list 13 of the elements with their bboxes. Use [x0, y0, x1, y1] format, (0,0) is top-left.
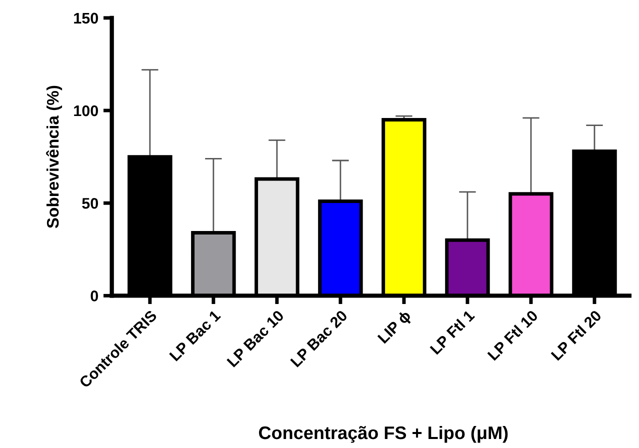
x-tick-label: LP Bac 1: [169, 310, 222, 362]
y-tick-label: 0: [90, 290, 98, 302]
x-tick-label: LIP ϕ: [376, 309, 414, 346]
x-tick-label: LP Ftl 20: [550, 309, 602, 361]
y-tick-label: 50: [82, 198, 98, 209]
y-tick-label: 100: [74, 105, 98, 116]
x-tick-label: LP Ftl 10: [486, 309, 538, 361]
x-tick-label: LP Bac 10: [226, 310, 284, 368]
x-tick-label: LP Bac 20: [290, 310, 348, 368]
y-tick-label: 150: [74, 12, 98, 24]
x-axis-title: Concentração FS + Lipo (μM): [259, 426, 508, 443]
y-axis-title: Sobrevivência (%): [46, 86, 62, 228]
x-tick-label: LP Ftl 1: [429, 309, 476, 355]
